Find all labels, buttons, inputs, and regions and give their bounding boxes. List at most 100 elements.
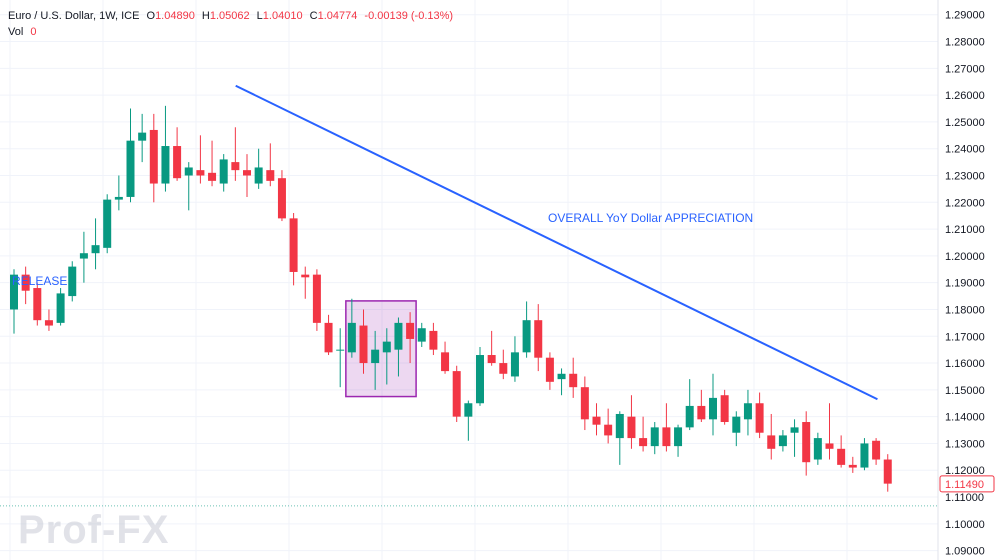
candle-body: [394, 322, 403, 350]
candle-body: [114, 196, 123, 200]
candle-body: [534, 320, 543, 358]
price-tick-label: 1.12000: [945, 465, 985, 477]
candle-body: [312, 274, 321, 323]
candle-body: [743, 403, 752, 420]
price-tick-label: 1.18000: [945, 304, 985, 316]
candle-body: [161, 146, 170, 184]
candle-body: [778, 435, 787, 447]
candle-body: [732, 416, 741, 433]
candle-body: [604, 424, 613, 436]
candle-body: [487, 355, 496, 364]
candle-body: [883, 459, 892, 484]
candle-body: [790, 427, 799, 433]
annotation-release: RELEASE: [12, 274, 67, 288]
legend-high-label: H: [201, 10, 210, 22]
price-tick-label: 1.23000: [945, 171, 985, 183]
price-tick-label: 1.09000: [945, 546, 985, 558]
candle-body: [243, 170, 251, 176]
candle-body: [371, 349, 380, 364]
chart-legend: Euro / U.S. Dollar, 1W, ICE O1.04890 H1.…: [8, 8, 453, 40]
candle-body: [441, 352, 450, 372]
candle-body: [639, 438, 648, 447]
price-tick-label: 1.26000: [945, 90, 985, 102]
candle-body: [324, 322, 333, 353]
candle-body: [569, 373, 578, 388]
candle-body: [522, 320, 531, 353]
price-tick-label: 1.15000: [945, 385, 985, 397]
candle-body: [452, 371, 461, 417]
legend-volume-value: 0: [30, 26, 37, 38]
price-tick-label: 1.13000: [945, 438, 985, 450]
candle-body: [580, 387, 589, 420]
candle-body: [79, 253, 88, 259]
candle-body: [627, 416, 636, 439]
candle-body: [674, 427, 683, 447]
candle-body: [126, 140, 135, 197]
price-tick-label: 1.17000: [945, 331, 985, 343]
candle-body: [697, 405, 706, 420]
candle-body: [720, 395, 729, 423]
candle-body: [499, 363, 508, 374]
legend-symbol: Euro / U.S. Dollar, 1W, ICE: [8, 10, 140, 22]
watermark-logo: Prof-FX: [18, 508, 170, 552]
candle-body: [359, 325, 368, 364]
legend-volume-label: Vol: [8, 26, 24, 38]
price-tick-label: 1.14000: [945, 412, 985, 424]
candle-body: [301, 274, 310, 278]
legend-ohlc-row: Euro / U.S. Dollar, 1W, ICE O1.04890 H1.…: [8, 8, 453, 24]
candle-body: [510, 352, 519, 377]
candle-body: [592, 416, 601, 425]
candle-body: [382, 341, 391, 353]
candle-body: [173, 146, 182, 179]
price-tick-label: 1.11000: [945, 492, 984, 504]
price-tick-label: 1.19000: [945, 278, 985, 290]
candle-body: [872, 440, 881, 460]
candle-body: [138, 132, 147, 141]
candle-body: [149, 129, 158, 184]
candle-body: [825, 443, 834, 449]
candle-body: [615, 413, 624, 439]
trendline: [235, 84, 878, 401]
legend-low-label: L: [256, 10, 263, 22]
candle-body: [266, 170, 275, 181]
candle-body: [837, 448, 846, 465]
legend-close-label: C: [309, 10, 318, 22]
candle-body: [347, 322, 356, 353]
price-tick-label: 1.20000: [945, 251, 985, 263]
candle-body: [336, 349, 345, 351]
candle-body: [429, 330, 438, 350]
candle-body: [10, 274, 18, 310]
candle-body: [802, 422, 811, 463]
candle-body: [219, 159, 228, 184]
candle-body: [33, 288, 42, 321]
candle-body: [231, 162, 240, 171]
candle-body: [557, 373, 566, 380]
legend-high-value: 1.05062: [209, 10, 250, 22]
last-price-badge: [939, 475, 995, 493]
price-tick-label: 1.16000: [945, 358, 985, 370]
candle-body: [709, 397, 717, 420]
price-tick-label: 1.24000: [945, 144, 985, 156]
candle-body: [662, 427, 671, 447]
legend-close-value: 1.04774: [317, 10, 358, 22]
candle-body: [417, 328, 426, 342]
price-tick-label: 1.22000: [945, 197, 985, 209]
legend-open-label: O: [146, 10, 156, 22]
candle-body: [767, 435, 776, 449]
candle-body: [755, 403, 764, 433]
candle-body: [254, 167, 263, 184]
candle-body: [650, 427, 659, 447]
price-tick-label: 1.25000: [945, 117, 985, 129]
candle-body: [56, 293, 65, 323]
candle-body: [184, 167, 193, 176]
candle-body: [476, 355, 484, 404]
candle-body: [289, 218, 298, 272]
highlight-box: [345, 300, 417, 398]
price-tick-label: 1.28000: [945, 37, 985, 49]
candle-body: [91, 245, 100, 254]
annotation-dollar-appreciation: OVERALL YoY Dollar APPRECIATION: [548, 211, 753, 225]
candle-body: [848, 464, 857, 468]
candle-body: [208, 172, 217, 181]
last-price-label: 1.11490: [945, 479, 984, 491]
